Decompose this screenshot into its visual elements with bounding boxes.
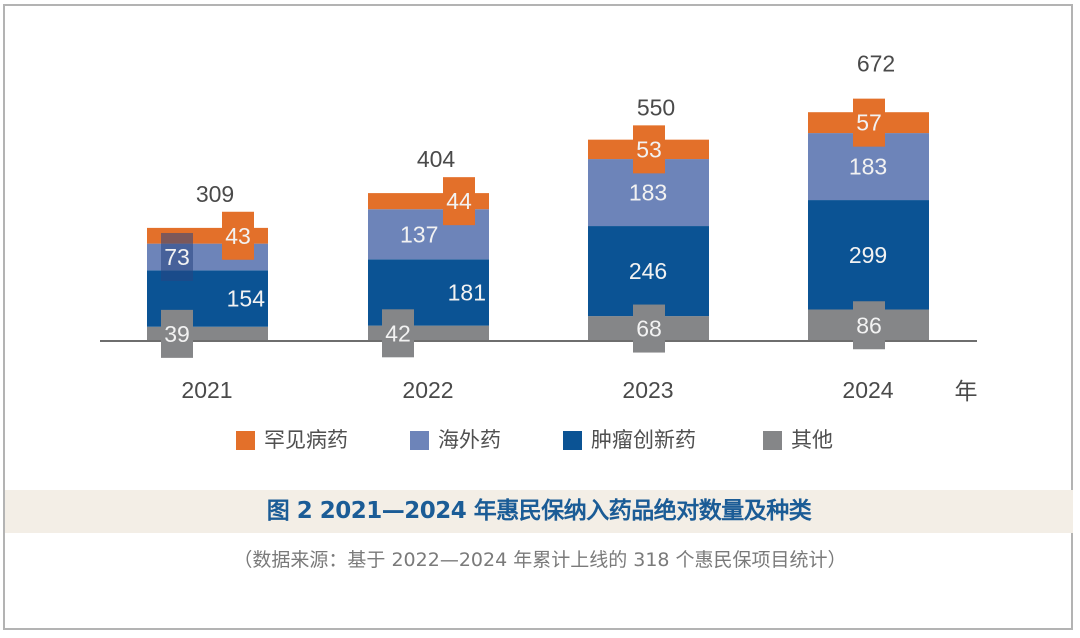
x-tick-label-2022: 2022 (402, 377, 453, 403)
data-label-box-rare-disease-2021 (222, 211, 254, 260)
legend-item-overseas: 海外药 (410, 426, 501, 454)
figure-title: 图 2 2021—2024 年惠民保纳入药品绝对数量及种类 (266, 498, 812, 524)
data-label-oncology-2023: 246 (629, 258, 667, 284)
data-label-other-2024: 86 (856, 312, 882, 338)
data-label-box-rare-disease-2024 (853, 98, 885, 147)
data-label-other-2021: 39 (164, 321, 190, 347)
legend-swatch-rare-disease (236, 430, 255, 450)
data-label-oncology-2021: 154 (227, 286, 266, 312)
data-label-other-2023: 68 (636, 316, 662, 342)
data-label-rare-disease-2022: 44 (446, 188, 472, 214)
total-label-2024: 672 (857, 50, 895, 76)
data-label-rare-disease-2024: 57 (856, 110, 882, 136)
data-label-overseas-2022: 137 (400, 221, 438, 247)
stacked-bar-chart: 39 154 73 43 309 2021 42 181 137 44 404 2022 68 246 18… (100, 50, 978, 405)
data-label-overseas-2023: 183 (629, 180, 667, 206)
bar-segment-oncology-2024 (808, 200, 929, 310)
data-label-other-2022: 42 (385, 320, 411, 346)
data-label-oncology-2022: 181 (448, 279, 486, 305)
data-label-rare-disease-2021: 43 (225, 223, 251, 249)
legend-label-oncology: 肿瘤创新药 (591, 428, 696, 452)
legend: 罕见病药 海外药 肿瘤创新药 其他 (0, 426, 1080, 454)
legend-label-overseas: 海外药 (438, 428, 501, 452)
total-label-2022: 404 (417, 146, 456, 172)
caption-band: 图 2 2021—2024 年惠民保纳入药品绝对数量及种类 (5, 490, 1073, 533)
figure-source-note: （数据来源：基于 2022—2024 年累计上线的 318 个惠民保项目统计） (233, 549, 847, 571)
data-label-box-rare-disease-2023 (633, 125, 665, 174)
legend-label-rare-disease: 罕见病药 (264, 428, 348, 452)
legend-item-oncology: 肿瘤创新药 (563, 426, 696, 454)
data-label-box-overseas-2021 (161, 232, 193, 281)
total-label-2021: 309 (196, 181, 234, 207)
total-label-2023: 550 (637, 94, 675, 120)
legend-swatch-other (763, 430, 782, 450)
data-label-overseas-2021: 73 (164, 244, 190, 270)
legend-label-other: 其他 (791, 428, 833, 452)
x-tick-label-2023: 2023 (622, 377, 673, 403)
x-tick-label-2024: 2024 (842, 377, 893, 403)
x-axis-unit-label: 年 (955, 379, 978, 405)
data-label-box-other-2024 (853, 301, 885, 350)
data-label-overseas-2024: 183 (849, 154, 887, 180)
legend-item-rare-disease: 罕见病药 (236, 426, 348, 454)
data-label-box-other-2022 (382, 309, 414, 358)
x-tick-label-2021: 2021 (181, 377, 232, 403)
legend-item-other: 其他 (763, 426, 833, 454)
bar-segment-oncology-2023 (588, 226, 709, 317)
data-label-box-other-2021 (161, 309, 193, 358)
legend-swatch-overseas (410, 430, 429, 450)
data-label-oncology-2024: 299 (849, 242, 887, 268)
legend-swatch-oncology (563, 430, 582, 450)
data-label-rare-disease-2023: 53 (636, 136, 662, 162)
data-label-box-other-2023 (633, 304, 665, 353)
data-label-box-rare-disease-2022 (443, 177, 475, 226)
